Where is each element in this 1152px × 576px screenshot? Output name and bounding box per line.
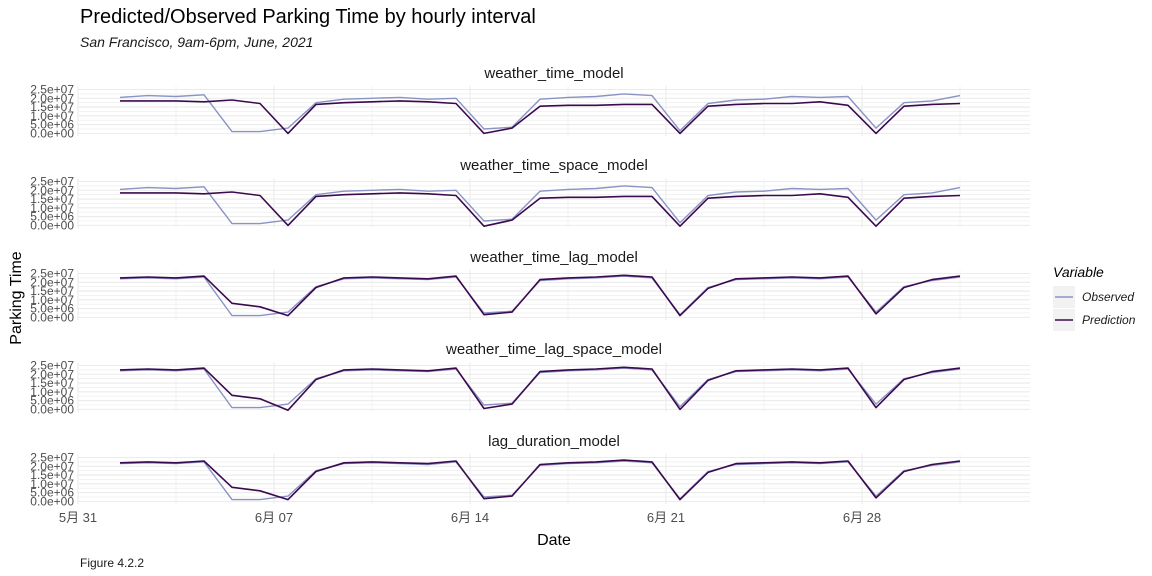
y-tick-label: 1.0e+07 <box>30 477 74 491</box>
y-tick-label: 2.5e+07 <box>30 83 74 97</box>
y-tick-label: 1.0e+07 <box>30 293 74 307</box>
y-tick-label: 1.0e+07 <box>30 201 74 215</box>
y-tick-label: 2.5e+07 <box>30 359 74 373</box>
panel-weather_time_lag_model: 0.0e+005.0e+061.0e+071.5e+072.0e+072.5e+… <box>30 249 1030 324</box>
y-tick-label: 5.0e+06 <box>30 302 74 316</box>
y-tick-label: 0.0e+00 <box>30 494 74 508</box>
y-tick-label: 1.0e+07 <box>30 385 74 399</box>
y-tick-label: 5.0e+06 <box>30 118 74 132</box>
x-axis-label: Date <box>537 532 571 549</box>
panel-strip-label: weather_time_lag_model <box>469 249 638 266</box>
panel-weather_time_space_model: 0.0e+005.0e+061.0e+071.5e+072.0e+072.5e+… <box>30 157 1030 232</box>
panel-strip-label: weather_time_model <box>483 65 623 82</box>
legend: Variable Observed Prediction <box>1053 264 1136 331</box>
panel-strip-label: weather_time_space_model <box>459 157 648 174</box>
y-tick-label: 0.0e+00 <box>30 402 74 416</box>
series-line-observed <box>119 185 961 225</box>
chart-subtitle: San Francisco, 9am-6pm, June, 2021 <box>80 34 314 50</box>
y-tick-label: 1.5e+07 <box>30 100 74 114</box>
figure-caption: Figure 4.2.2 <box>80 556 145 570</box>
y-tick-label: 0.0e+00 <box>30 218 74 232</box>
panel-strip-label: lag_duration_model <box>488 433 620 450</box>
y-tick-label: 1.5e+07 <box>30 468 74 482</box>
y-tick-label: 5.0e+06 <box>30 210 74 224</box>
y-tick-label: 2.0e+07 <box>30 275 74 289</box>
y-tick-label: 2.0e+07 <box>30 459 74 473</box>
y-tick-label: 2.5e+07 <box>30 175 74 189</box>
y-tick-label: 0.0e+00 <box>30 126 74 140</box>
series-line-prediction <box>120 99 961 135</box>
y-tick-label: 1.5e+07 <box>30 284 74 298</box>
y-tick-label: 1.5e+07 <box>30 376 74 390</box>
y-tick-label: 5.0e+06 <box>30 486 74 500</box>
x-tick-label: 6月 14 <box>451 510 489 525</box>
panel-weather_time_lag_space_model: 0.0e+005.0e+061.0e+071.5e+072.0e+072.5e+… <box>30 341 1030 416</box>
legend-title: Variable <box>1053 264 1104 280</box>
series-line-prediction <box>119 274 961 317</box>
y-tick-label: 2.0e+07 <box>30 183 74 197</box>
y-tick-label: 0.0e+00 <box>30 310 74 324</box>
panel-lag_duration_model: 0.0e+005.0e+061.0e+071.5e+072.0e+072.5e+… <box>30 433 1030 508</box>
series-line-observed <box>119 93 961 133</box>
x-tick-label: 6月 21 <box>647 510 685 525</box>
panel-strip-label: weather_time_lag_space_model <box>445 341 662 358</box>
y-tick-label: 5.0e+06 <box>30 394 74 408</box>
x-tick-label: 6月 28 <box>843 510 881 525</box>
chart-title: Predicted/Observed Parking Time by hourl… <box>80 6 536 28</box>
y-tick-label: 2.0e+07 <box>30 91 74 105</box>
y-axis-label: Parking Time <box>8 251 25 344</box>
x-tick-label: 6月 07 <box>255 510 293 525</box>
series-line-prediction <box>119 459 961 501</box>
y-tick-label: 2.0e+07 <box>30 367 74 381</box>
legend-label: Observed <box>1082 290 1134 304</box>
legend-label: Prediction <box>1082 313 1136 327</box>
y-tick-label: 1.0e+07 <box>30 109 74 123</box>
y-tick-label: 2.5e+07 <box>30 451 74 465</box>
panel-weather_time_model: 0.0e+005.0e+061.0e+071.5e+072.0e+072.5e+… <box>30 65 1030 140</box>
y-tick-label: 1.5e+07 <box>30 192 74 206</box>
series-line-prediction <box>119 366 961 412</box>
x-tick-label: 5月 31 <box>59 510 97 525</box>
series-line-prediction <box>120 191 961 227</box>
y-tick-label: 2.5e+07 <box>30 267 74 281</box>
